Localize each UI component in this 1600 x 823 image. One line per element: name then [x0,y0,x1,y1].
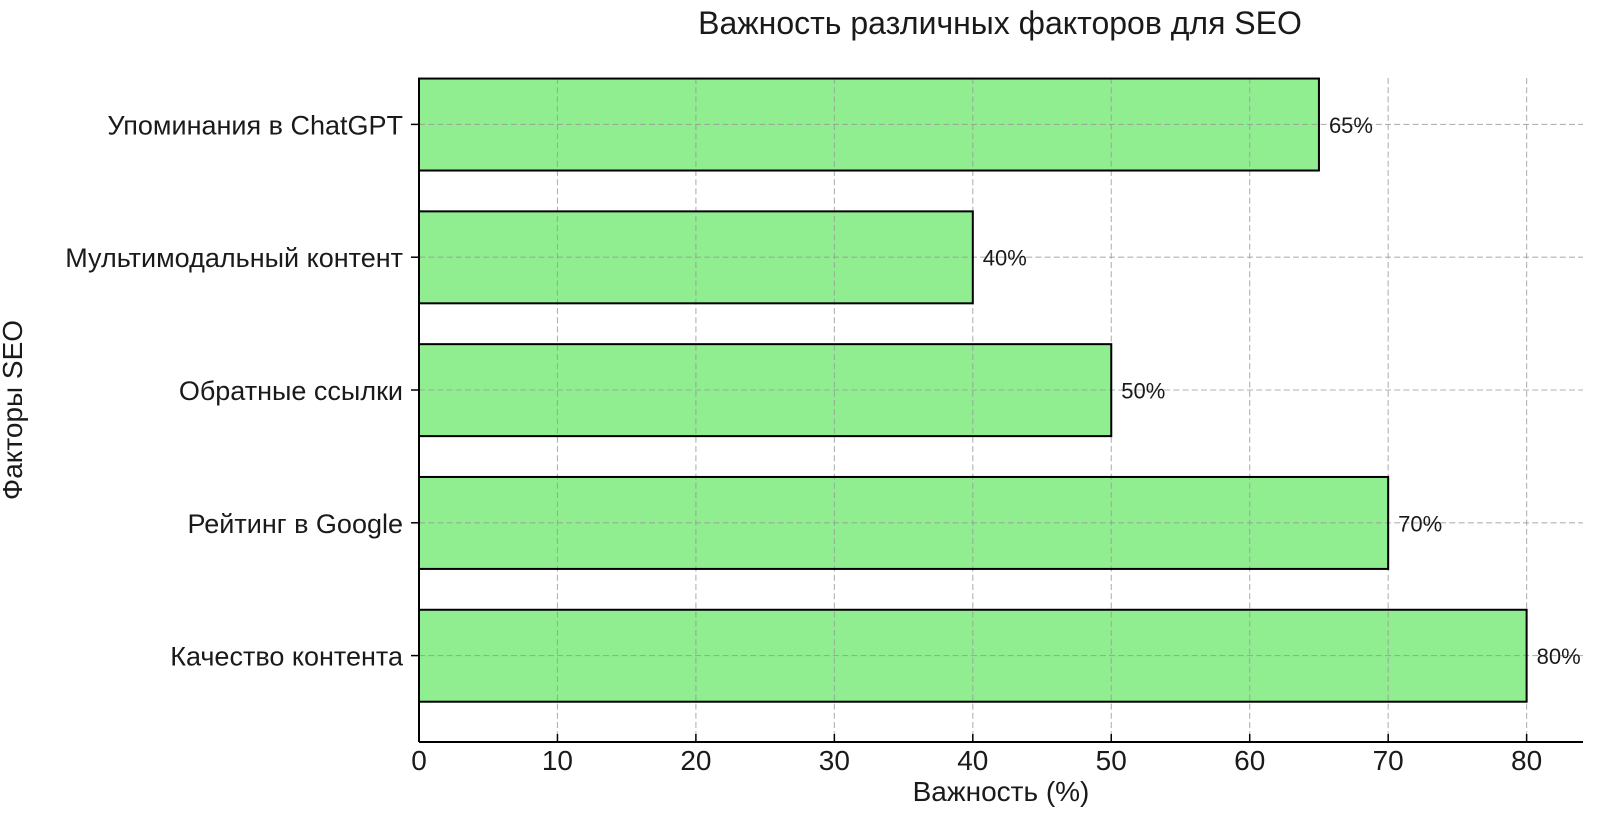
svg-text:50: 50 [1096,745,1127,776]
svg-text:30: 30 [819,745,850,776]
svg-text:70%: 70% [1398,511,1442,536]
svg-text:Упоминания в ChatGPT: Упоминания в ChatGPT [107,110,403,140]
svg-text:Рейтинг в Google: Рейтинг в Google [187,509,403,539]
svg-text:Обратные ссылки: Обратные ссылки [179,376,403,406]
svg-text:60: 60 [1234,745,1265,776]
svg-text:80: 80 [1511,745,1542,776]
svg-text:20: 20 [680,745,711,776]
svg-text:40%: 40% [983,246,1027,271]
svg-text:Качество контента: Качество контента [170,642,404,672]
svg-text:0: 0 [411,745,427,776]
svg-text:Факторы SEO: Факторы SEO [0,320,28,500]
svg-text:Мультимодальный контент: Мультимодальный контент [65,243,403,273]
svg-text:65%: 65% [1329,113,1373,138]
svg-text:Важность (%): Важность (%) [913,776,1090,807]
svg-text:Важность различных факторов дл: Важность различных факторов для SEO [698,5,1302,41]
svg-text:80%: 80% [1537,644,1581,669]
svg-text:40: 40 [957,745,988,776]
svg-text:70: 70 [1373,745,1404,776]
svg-text:10: 10 [542,745,573,776]
svg-text:50%: 50% [1121,379,1165,404]
